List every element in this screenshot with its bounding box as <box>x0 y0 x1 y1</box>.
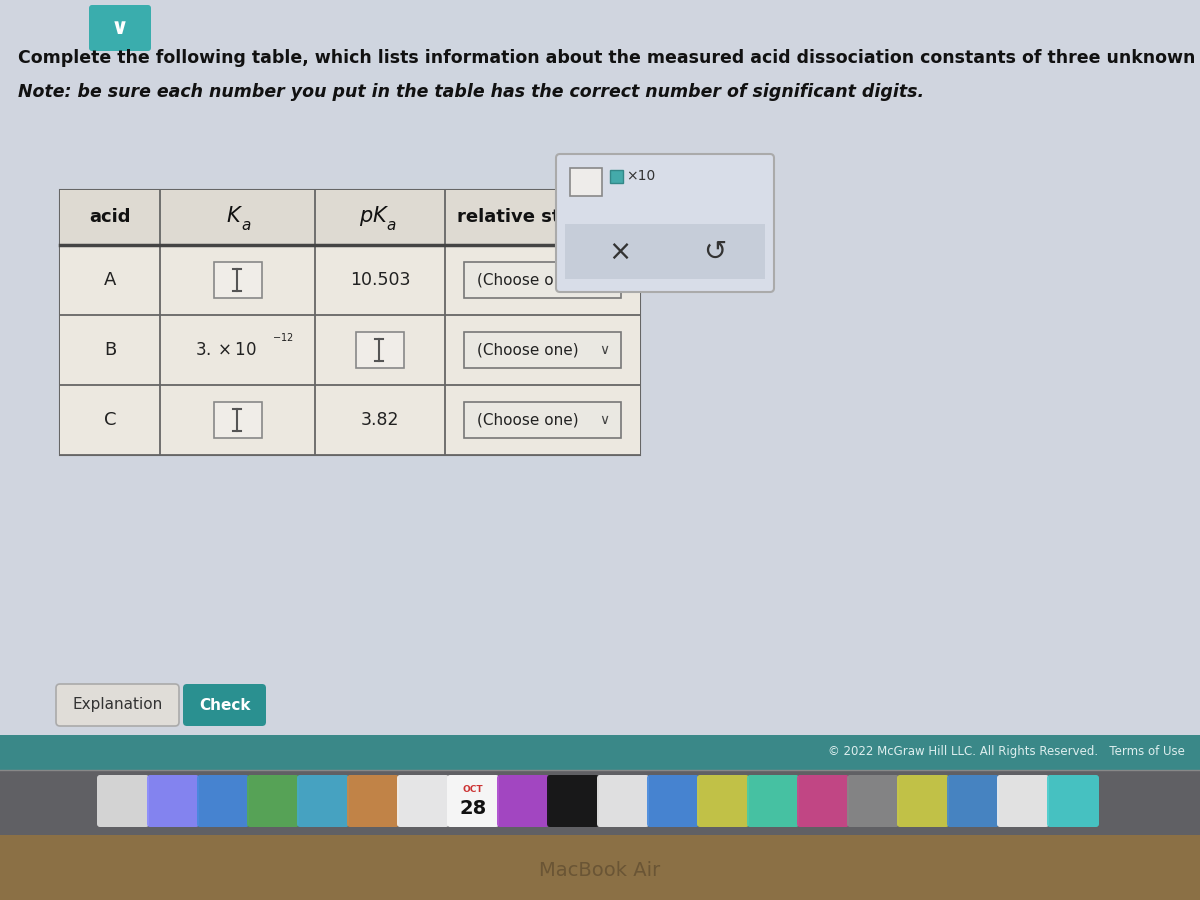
FancyBboxPatch shape <box>598 775 649 827</box>
FancyBboxPatch shape <box>97 775 149 827</box>
Text: ×10: ×10 <box>626 169 655 183</box>
Text: $^{-12}$: $^{-12}$ <box>272 333 294 347</box>
FancyBboxPatch shape <box>356 332 404 368</box>
Text: $\mathit{K}$: $\mathit{K}$ <box>226 206 244 227</box>
FancyBboxPatch shape <box>247 775 299 827</box>
FancyBboxPatch shape <box>214 262 262 298</box>
Text: ↺: ↺ <box>703 238 727 266</box>
Text: relative strength: relative strength <box>457 209 629 227</box>
Bar <box>610 170 623 183</box>
FancyBboxPatch shape <box>56 684 179 726</box>
Bar <box>445 315 640 385</box>
FancyBboxPatch shape <box>997 775 1049 827</box>
Text: Check: Check <box>199 698 251 713</box>
FancyBboxPatch shape <box>847 775 899 827</box>
Text: Complete the following table, which lists information about the measured acid di: Complete the following table, which list… <box>18 49 1200 67</box>
Text: $3. \times 10$: $3. \times 10$ <box>194 341 257 359</box>
Bar <box>60 245 160 315</box>
Text: $\mathit{a}$: $\mathit{a}$ <box>241 218 252 233</box>
Bar <box>160 315 314 385</box>
Text: (Choose one): (Choose one) <box>476 412 578 427</box>
FancyBboxPatch shape <box>647 775 698 827</box>
Bar <box>160 385 314 455</box>
Bar <box>0 0 1200 760</box>
Text: ×: × <box>608 238 631 266</box>
Text: ∨: ∨ <box>600 343 610 357</box>
Text: Explanation: Explanation <box>72 698 163 713</box>
FancyBboxPatch shape <box>464 332 622 368</box>
Text: ∨: ∨ <box>110 18 130 38</box>
Bar <box>60 315 160 385</box>
FancyBboxPatch shape <box>570 168 602 196</box>
Text: $p\mathit{K}$: $p\mathit{K}$ <box>359 204 389 229</box>
Bar <box>900 0 1200 870</box>
FancyBboxPatch shape <box>556 154 774 292</box>
Bar <box>0 770 1200 835</box>
FancyBboxPatch shape <box>182 684 266 726</box>
Bar <box>0 400 1200 870</box>
Text: 3.82: 3.82 <box>361 411 400 429</box>
Text: Note: be sure each number you put in the table has the correct number of signifi: Note: be sure each number you put in the… <box>18 83 924 101</box>
FancyBboxPatch shape <box>347 775 398 827</box>
FancyBboxPatch shape <box>298 775 349 827</box>
Bar <box>314 245 445 315</box>
Bar <box>60 190 640 455</box>
Text: (Choose one): (Choose one) <box>476 273 578 287</box>
FancyBboxPatch shape <box>464 402 622 438</box>
FancyBboxPatch shape <box>397 775 449 827</box>
Bar <box>314 315 445 385</box>
FancyBboxPatch shape <box>446 775 499 827</box>
Text: ∨: ∨ <box>600 273 610 287</box>
Text: 10.503: 10.503 <box>349 271 410 289</box>
FancyBboxPatch shape <box>746 775 799 827</box>
Text: OCT: OCT <box>463 786 484 795</box>
Bar <box>565 224 766 279</box>
Bar <box>160 245 314 315</box>
Text: MacBook Air: MacBook Air <box>539 860 661 879</box>
Bar <box>0 835 1200 900</box>
Bar <box>60 190 640 245</box>
Bar <box>60 385 160 455</box>
Bar <box>314 385 445 455</box>
Text: © 2022 McGraw Hill LLC. All Rights Reserved.   Terms of Use: © 2022 McGraw Hill LLC. All Rights Reser… <box>828 745 1186 759</box>
Text: A: A <box>104 271 116 289</box>
FancyBboxPatch shape <box>547 775 599 827</box>
FancyBboxPatch shape <box>197 775 250 827</box>
FancyBboxPatch shape <box>947 775 998 827</box>
Bar <box>300 0 800 870</box>
FancyBboxPatch shape <box>1046 775 1099 827</box>
Text: acid: acid <box>89 209 131 227</box>
FancyBboxPatch shape <box>898 775 949 827</box>
Text: (Choose one): (Choose one) <box>476 343 578 357</box>
Text: B: B <box>104 341 116 359</box>
Bar <box>445 245 640 315</box>
FancyBboxPatch shape <box>89 5 151 51</box>
FancyBboxPatch shape <box>697 775 749 827</box>
FancyBboxPatch shape <box>464 262 622 298</box>
Bar <box>600 0 1200 870</box>
Bar <box>0 735 1200 770</box>
Bar <box>0 0 350 870</box>
Bar <box>445 385 640 455</box>
FancyBboxPatch shape <box>148 775 199 827</box>
FancyBboxPatch shape <box>497 775 550 827</box>
FancyBboxPatch shape <box>797 775 850 827</box>
Text: ∨: ∨ <box>600 413 610 427</box>
FancyBboxPatch shape <box>214 402 262 438</box>
Text: 28: 28 <box>460 798 487 817</box>
Bar <box>0 0 1200 760</box>
Bar <box>0 150 350 900</box>
Text: $\mathit{a}$: $\mathit{a}$ <box>386 218 396 233</box>
Text: C: C <box>103 411 116 429</box>
